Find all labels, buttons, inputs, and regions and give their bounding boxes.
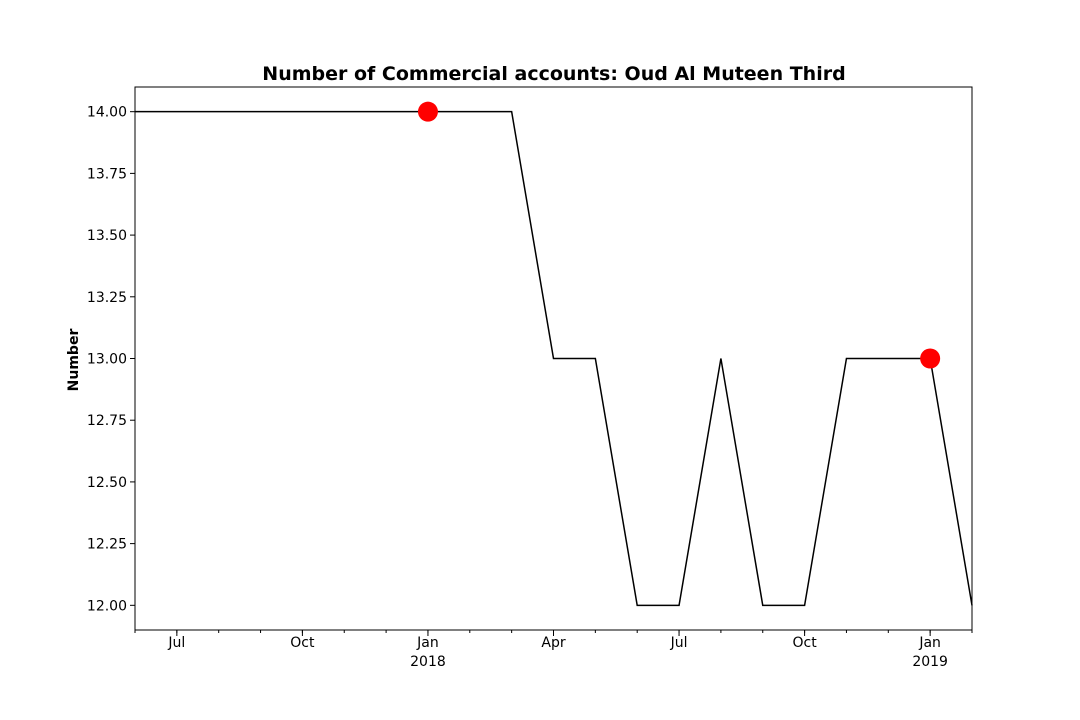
chart-title: Number of Commercial accounts: Oud Al Mu… xyxy=(262,63,845,85)
y-tick-label: 12.25 xyxy=(87,537,127,553)
x-tick-year-label: 2019 xyxy=(912,654,948,670)
y-tick-label: 12.50 xyxy=(87,475,127,491)
x-tick-label: Oct xyxy=(290,635,315,651)
x-tick-label: Apr xyxy=(541,635,565,651)
highlight-point xyxy=(920,348,941,369)
y-tick-label: 14.00 xyxy=(87,105,127,121)
y-tick-label: 13.50 xyxy=(87,228,127,244)
y-axis-label: Number xyxy=(66,329,82,392)
x-tick-label: Oct xyxy=(792,635,817,651)
x-tick-label: Jul xyxy=(167,635,185,651)
y-tick-label: 13.00 xyxy=(87,352,127,368)
x-tick-label: Jul xyxy=(670,635,688,651)
plot-area: 12.00 12.25 12.50 12.75 13.00 13.25 13.50 13.75… xyxy=(87,101,973,670)
highlight-point xyxy=(417,101,438,122)
y-tick-label: 13.25 xyxy=(87,290,127,306)
series-line xyxy=(135,110,973,607)
y-tick-label: 12.75 xyxy=(87,413,127,429)
plot-frame xyxy=(134,86,973,631)
x-tick-year-label: 2018 xyxy=(410,654,446,670)
y-tick-label: 12.00 xyxy=(87,598,127,614)
y-tick-label: 13.75 xyxy=(87,166,127,182)
x-tick-label: Jan xyxy=(918,635,941,651)
x-tick-label: Jan xyxy=(416,635,439,651)
